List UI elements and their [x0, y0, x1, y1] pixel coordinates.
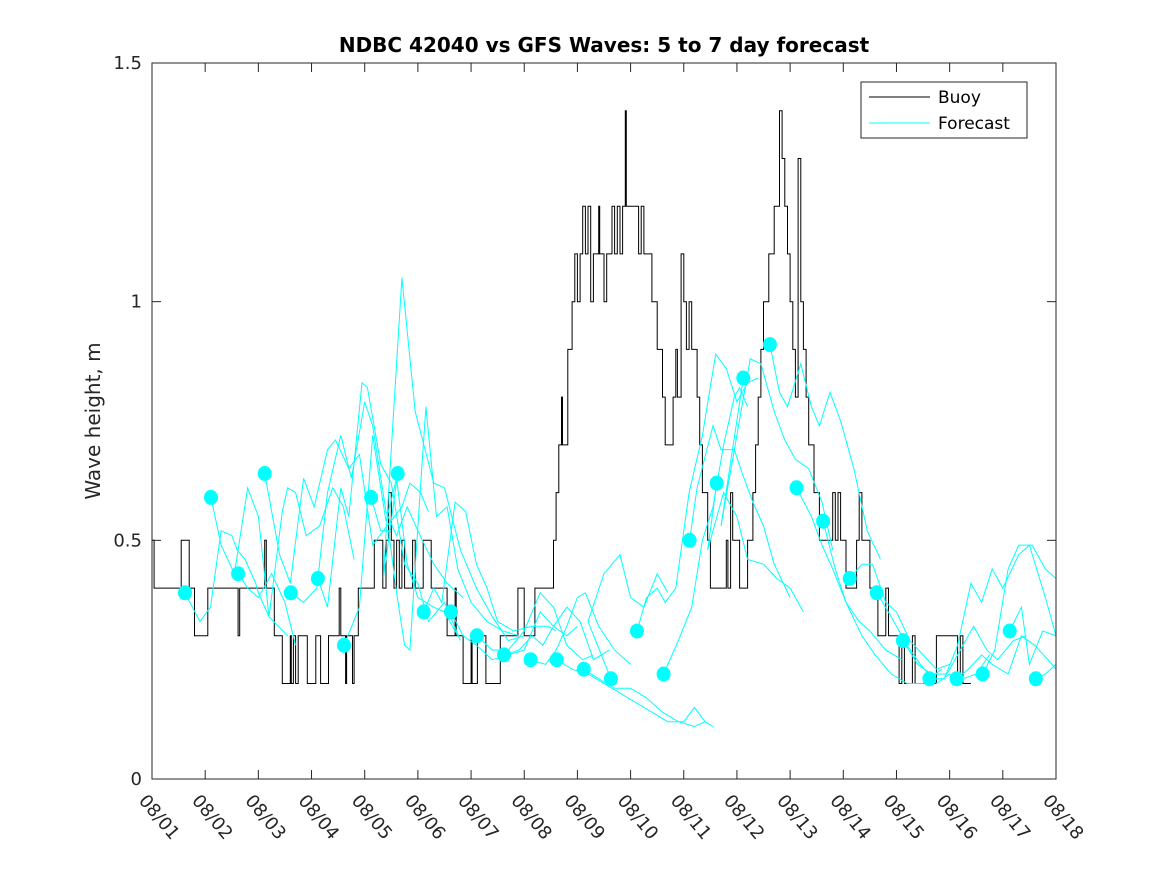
- forecast-run-line: [317, 381, 461, 641]
- y-axis-label: Wave height, m: [81, 342, 105, 499]
- buoy-series: [152, 110, 971, 684]
- axes-box: [151, 62, 1057, 780]
- forecast-start-marker: [549, 652, 564, 668]
- legend: Buoy Forecast: [860, 81, 1028, 139]
- legend-label-forecast: Forecast: [938, 114, 1010, 134]
- forecast-run-line: [423, 501, 557, 632]
- forecast-start-marker: [1028, 671, 1043, 687]
- forecast-start-marker: [682, 532, 697, 548]
- forecast-start-marker: [603, 671, 618, 687]
- forecast-start-marker: [949, 671, 964, 687]
- forecast-run-line: [370, 406, 520, 652]
- forecast-run-line: [689, 424, 791, 598]
- y-tick-label: 0.5: [113, 530, 142, 551]
- forecast-start-marker: [975, 666, 990, 682]
- forecast-run-line: [343, 435, 459, 646]
- forecast-run-line: [982, 544, 1056, 675]
- forecast-start-marker: [869, 585, 884, 601]
- y-tick-label: 0: [131, 769, 142, 790]
- forecast-start-marker: [895, 633, 910, 649]
- forecast-start-marker: [257, 466, 272, 481]
- forecast-run-line: [876, 592, 990, 685]
- forecast-run-line: [902, 625, 1027, 675]
- forecast-start-marker: [709, 475, 724, 491]
- forecast-start-marker: [1002, 623, 1017, 639]
- forecast-run-line: [956, 635, 1056, 680]
- forecast-run-line: [530, 592, 631, 665]
- forecast-start-marker: [656, 666, 671, 682]
- forecast-start-marker: [736, 370, 751, 386]
- forecast-start-marker: [497, 647, 511, 663]
- forecast-start-marker: [789, 480, 804, 496]
- forecast-start-marker: [630, 623, 644, 639]
- chart-title: NDBC 42040 vs GFS Waves: 5 to 7 day fore…: [339, 33, 870, 57]
- forecast-start-marker: [310, 571, 325, 586]
- forecast-start-marker: [922, 671, 937, 687]
- forecast-run-line: [450, 610, 578, 661]
- forecast-run-line: [1009, 605, 1056, 667]
- legend-box: [860, 81, 1028, 139]
- forecast-series: [178, 277, 1056, 728]
- forecast-run-line: [237, 572, 297, 646]
- forecast-start-marker: [416, 604, 431, 620]
- forecast-run-line: [849, 563, 950, 670]
- forecast-start-marker: [523, 652, 538, 668]
- y-tick-label: 1.5: [113, 53, 142, 74]
- forecast-start-marker: [762, 337, 777, 353]
- forecast-start-marker: [842, 571, 857, 586]
- forecast-run-line: [382, 277, 525, 642]
- y-tick-label: 1: [131, 292, 142, 313]
- forecast-run-line: [583, 668, 706, 728]
- forecast-start-marker: [231, 566, 246, 582]
- forecast-run-line: [210, 485, 355, 617]
- forecast-start-marker: [390, 466, 405, 481]
- forecast-run-line: [769, 344, 881, 560]
- forecast-run-line: [587, 553, 669, 679]
- forecast-start-marker: [283, 585, 298, 601]
- legend-label-buoy: Buoy: [938, 88, 981, 108]
- forecast-start-marker: [178, 585, 192, 601]
- forecast-start-marker: [337, 637, 351, 653]
- forecast-start-marker: [443, 604, 458, 620]
- forecast-run-line: [822, 521, 943, 684]
- forecast-run-line: [929, 544, 1056, 680]
- buoy-line: [152, 110, 971, 684]
- forecast-start-marker: [364, 489, 379, 505]
- forecast-run-line: [707, 483, 804, 613]
- forecast-start-marker: [204, 489, 218, 505]
- forecast-run-line: [476, 591, 594, 661]
- forecast-run-line: [720, 358, 834, 551]
- forecast-run-line: [636, 352, 759, 632]
- forecast-run-line: [503, 606, 610, 661]
- forecast-start-marker: [576, 661, 591, 677]
- forecast-run-line: [290, 401, 464, 604]
- forecast-start-marker: [816, 513, 831, 529]
- forecast-run-line: [184, 530, 288, 637]
- forecast-start-marker: [469, 628, 484, 644]
